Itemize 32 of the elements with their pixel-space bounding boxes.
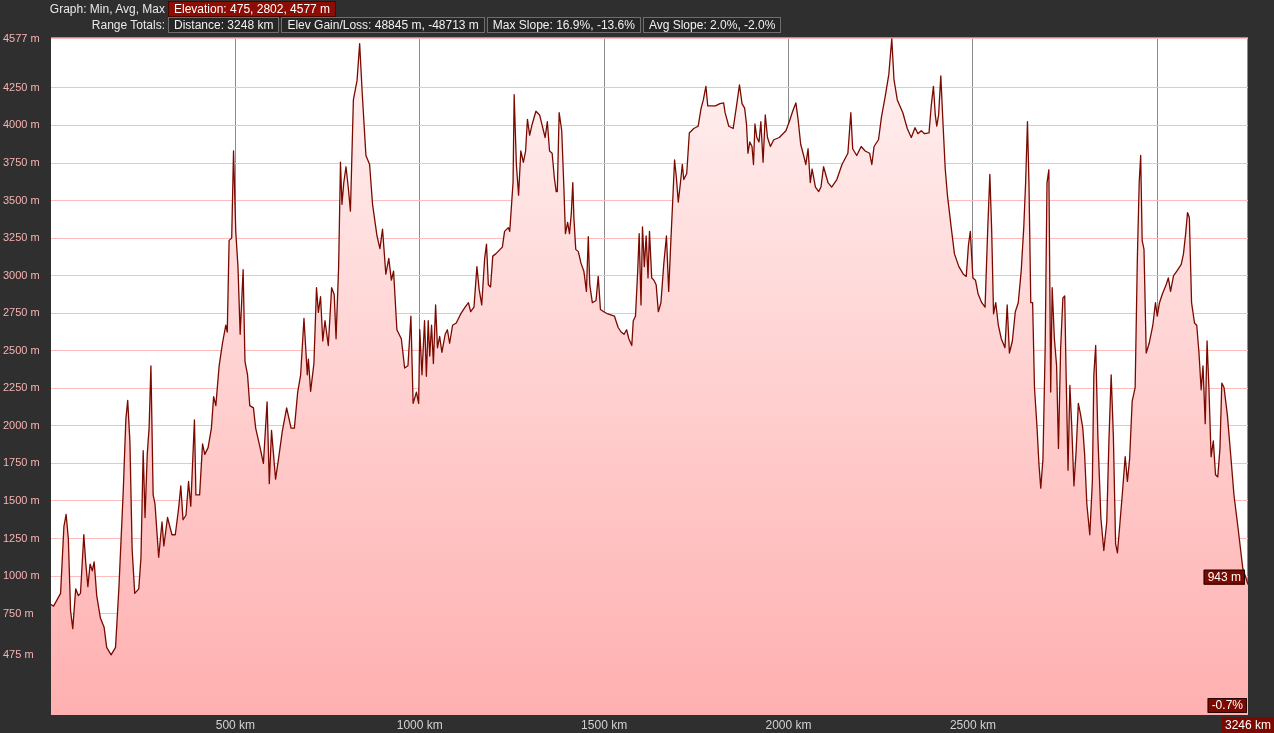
y-tick-label: 1250 m (3, 531, 40, 544)
chart-title: Graph: Min, Avg, Max (48, 2, 166, 16)
y-tick-label: 1500 m (3, 494, 40, 506)
x-tick-label: 1500 km (581, 717, 628, 732)
y-tick-label: 3750 m (3, 156, 40, 169)
annotation: 943 m (1207, 569, 1241, 584)
y-tick-label: 1750 m (3, 456, 40, 469)
annotation: -0.7% (1211, 698, 1244, 713)
y-tick-label: 475 m (3, 647, 34, 660)
y-tick-label: 4577 m (3, 31, 40, 44)
x-tick-label: 3246 km (1224, 717, 1271, 732)
text: Avg Slope: 2.0%, -2.0% (642, 17, 782, 33)
x-tick-label: 2000 km (765, 717, 812, 732)
y-tick-label: 3500 m (3, 193, 40, 206)
y-tick-label: 2000 m (3, 418, 40, 431)
chart-subtitle: Elevation: 475, 2802, 4577 m (168, 1, 337, 17)
y-tick-label: 750 m (3, 606, 34, 619)
y-tick-label: 2750 m (3, 306, 40, 319)
y-tick-label: 2500 m (3, 343, 40, 356)
x-tick-label: 2500 km (949, 717, 996, 732)
text: Max Slope: 16.9%, -13.6% (486, 17, 641, 33)
x-tick-label: 500 km (215, 717, 256, 732)
y-tick-label: 1000 m (3, 569, 40, 582)
y-tick-label: 2250 m (3, 381, 40, 394)
x-tick-label: 1000 km (396, 717, 443, 732)
y-tick-label: 4000 m (3, 118, 40, 131)
y-tick-label: 3000 m (3, 268, 40, 281)
text: Elev Gain/Loss: 48845 m, -48713 m (281, 17, 485, 33)
y-tick-label: 4250 m (3, 80, 40, 93)
text: Range Totals: (90, 18, 166, 32)
y-tick-label: 3250 m (3, 231, 40, 244)
text: Distance: 3248 km (168, 17, 280, 33)
